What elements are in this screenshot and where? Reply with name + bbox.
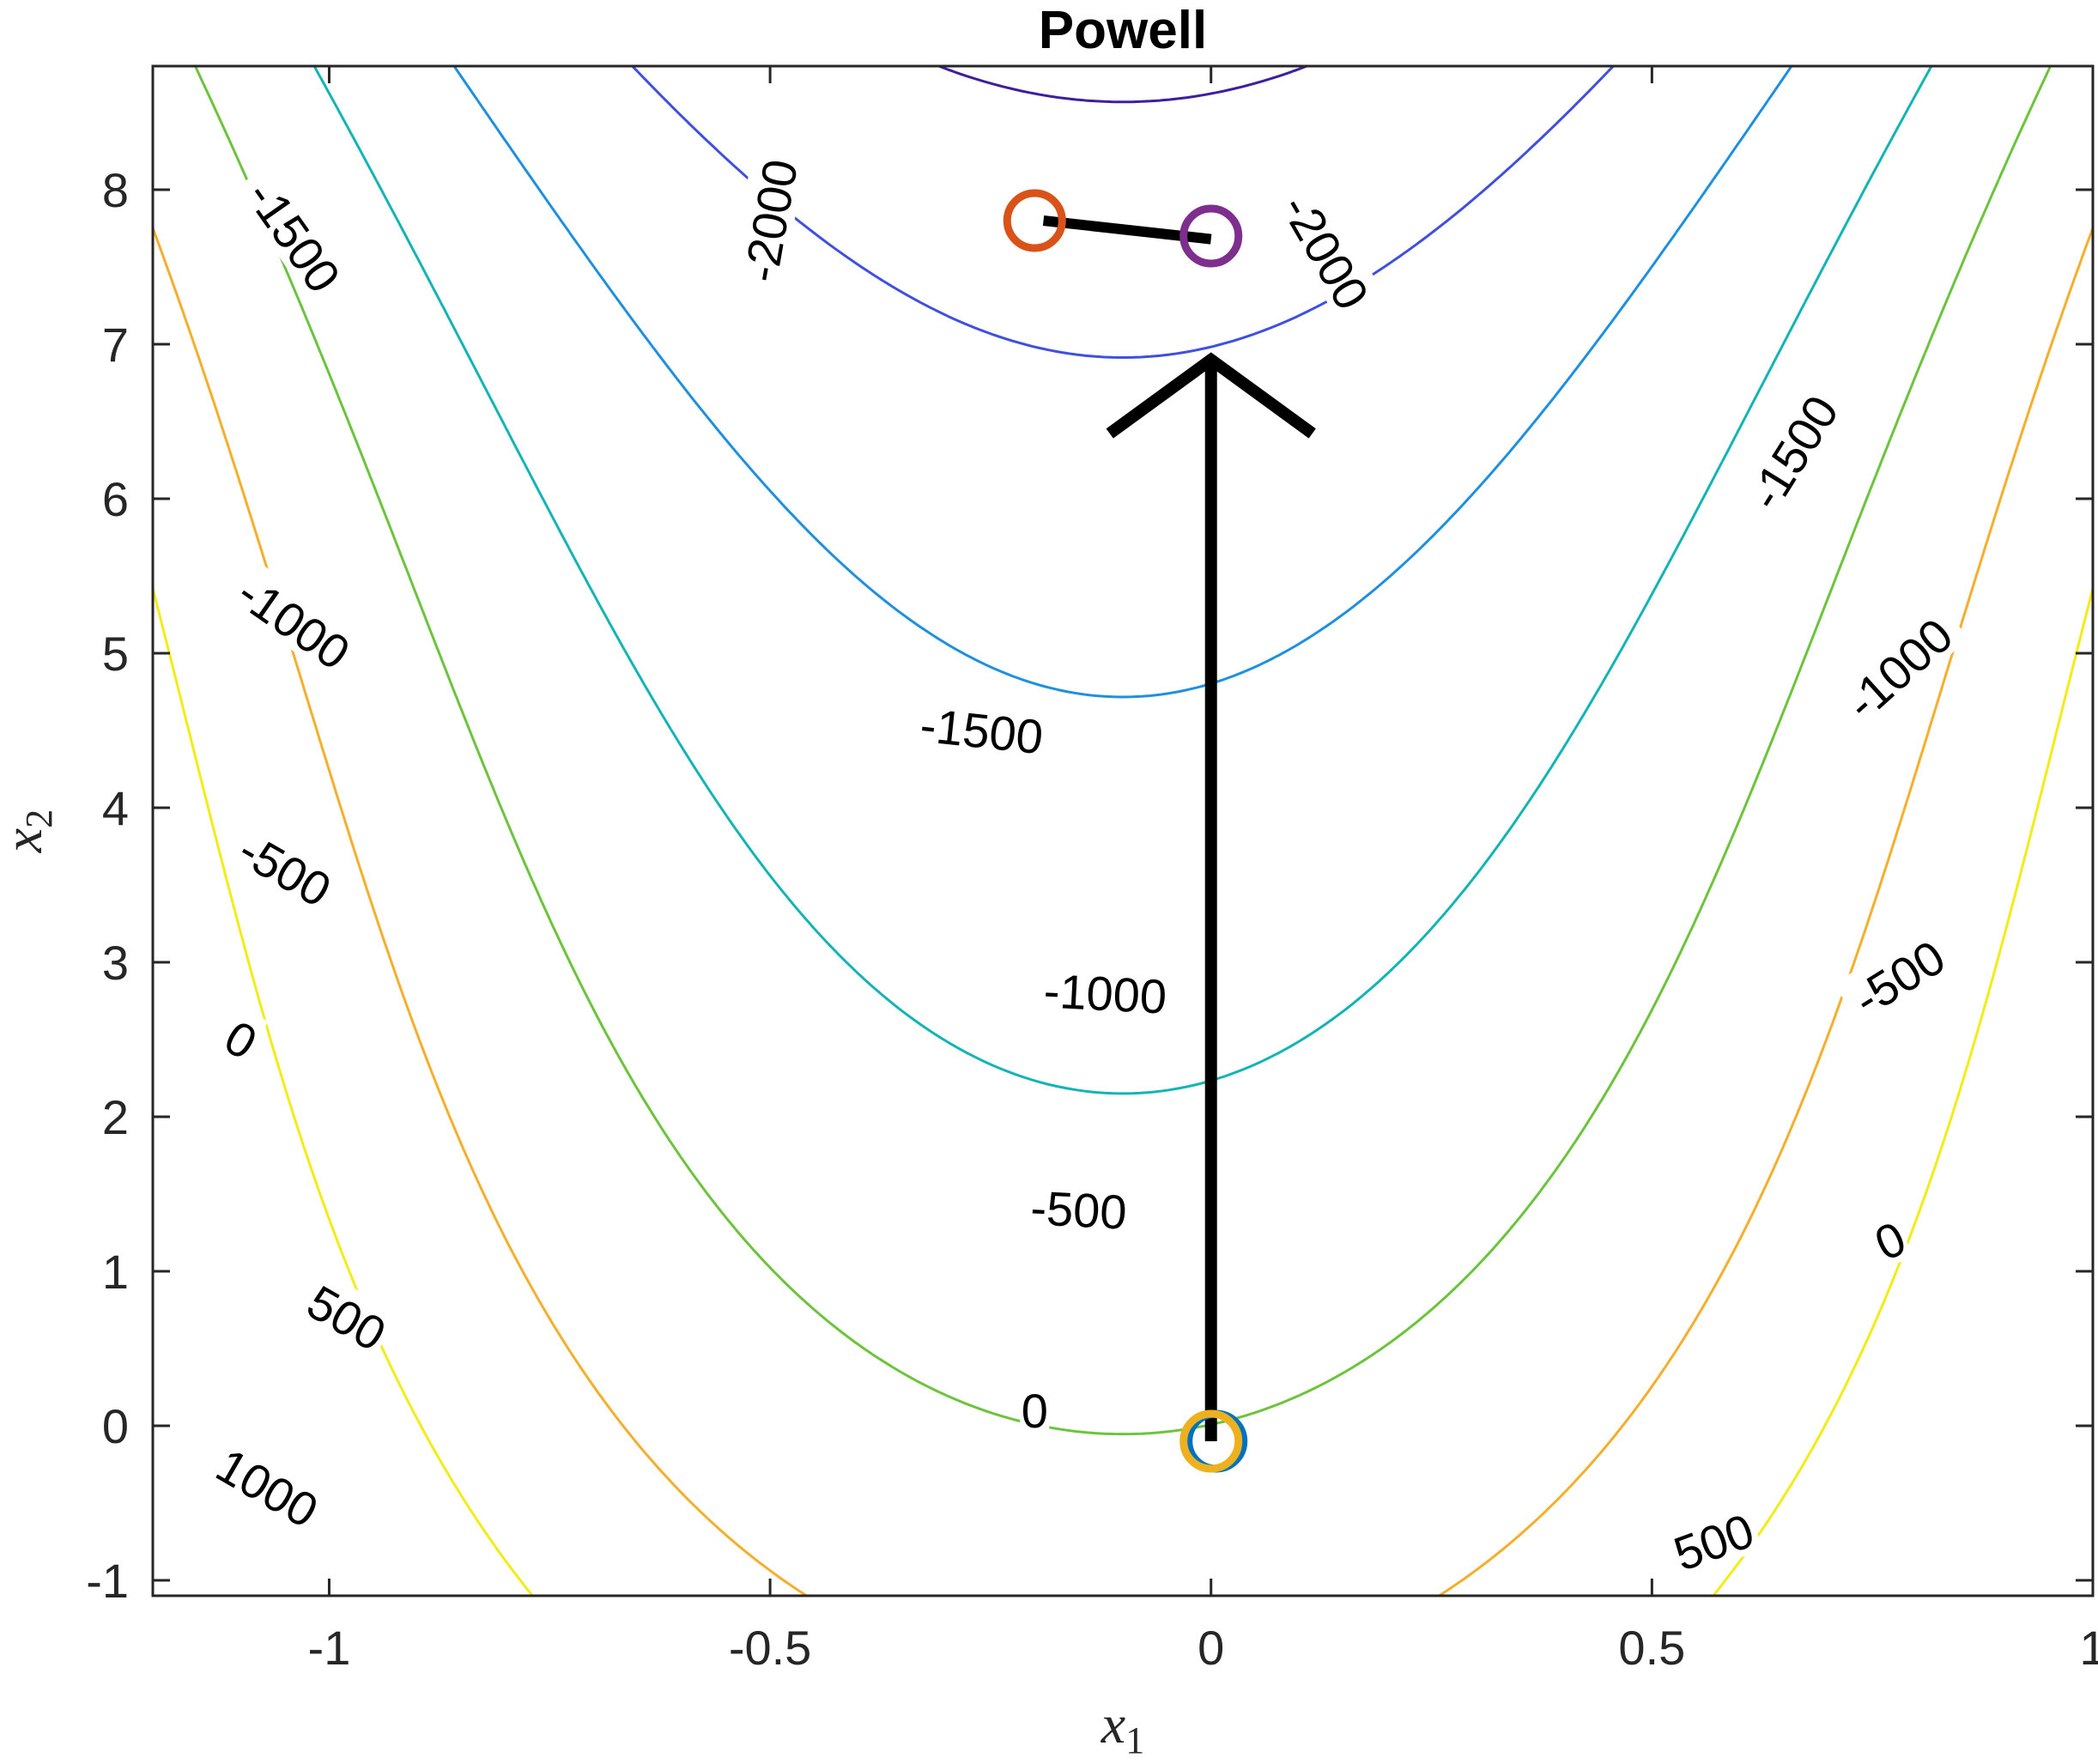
contour-line bbox=[153, 583, 2093, 1596]
chart-title: Powell bbox=[1039, 1, 1207, 60]
contour-lines bbox=[153, 66, 2093, 1596]
contour-label-bg bbox=[1834, 922, 1962, 1029]
y-tick-label: 4 bbox=[102, 781, 129, 835]
x-tick-label: 0.5 bbox=[1618, 1621, 1685, 1675]
contour-label-bg bbox=[1268, 173, 1388, 327]
contour-label-text: -1000 bbox=[1042, 963, 1167, 1023]
x-axis-label-sub: 1 bbox=[1125, 1719, 1144, 1761]
y-tick-label: -1 bbox=[86, 1554, 129, 1608]
contour-label-bg bbox=[1020, 1381, 1050, 1434]
x-tick-label: 0 bbox=[1198, 1621, 1224, 1675]
contour-label-bg bbox=[1031, 960, 1180, 1021]
contour-label-bg bbox=[296, 1270, 400, 1361]
contour-label-bg bbox=[215, 1007, 269, 1068]
y-axis-label-sub: 2 bbox=[18, 809, 60, 828]
contour-label-bg bbox=[1019, 1177, 1139, 1237]
contour-label-text: -1500 bbox=[918, 698, 1046, 765]
y-tick-label: 1 bbox=[102, 1245, 129, 1299]
contour-line bbox=[312, 66, 1933, 1095]
y-tick-label: 5 bbox=[102, 627, 129, 681]
iterate-marker bbox=[1179, 204, 1243, 268]
contour-label-text: 0 bbox=[1022, 1384, 1048, 1438]
y-axis-label: x2 bbox=[0, 809, 60, 853]
y-tick-label: 0 bbox=[102, 1399, 129, 1453]
contour-line bbox=[935, 66, 1311, 104]
plot-frame bbox=[151, 64, 2095, 1597]
y-tick-label: 7 bbox=[102, 318, 129, 372]
x-axis-ticks: -1 -0.5 0 0.5 1 bbox=[308, 66, 2098, 1675]
y-tick-label: 8 bbox=[102, 163, 129, 217]
iterate-marker bbox=[1003, 189, 1066, 252]
iterate-markers bbox=[1003, 189, 1248, 1473]
x-tick-label: 1 bbox=[2079, 1621, 2098, 1675]
y-axis-label-main: x bbox=[0, 828, 53, 853]
contour-label-bg bbox=[1662, 1499, 1763, 1579]
contour-label: -500 bbox=[1019, 1177, 1139, 1240]
contour-label-bg bbox=[232, 159, 361, 310]
contour-label: 0 bbox=[1020, 1381, 1050, 1438]
y-tick-label: 3 bbox=[102, 936, 129, 990]
contour-line bbox=[452, 66, 1793, 699]
iterate-marker bbox=[1179, 1409, 1243, 1473]
contour-label: -1500 bbox=[907, 694, 1058, 765]
contour-label-bg bbox=[1729, 374, 1852, 527]
x-tick-label: -0.5 bbox=[729, 1621, 812, 1675]
contour-label-bg bbox=[907, 694, 1058, 762]
contour-line bbox=[153, 224, 2093, 1596]
x-axis-label-main: x bbox=[1101, 1694, 1125, 1755]
y-tick-label: 2 bbox=[102, 1090, 129, 1144]
contour-label-bg bbox=[1825, 597, 1969, 736]
contour-label-bg bbox=[204, 1433, 333, 1538]
path-arrow-head bbox=[1106, 352, 1316, 439]
x-tick-label: -1 bbox=[308, 1621, 351, 1675]
contour-label: 500 bbox=[1662, 1499, 1763, 1581]
plot-area bbox=[153, 66, 2093, 1596]
contour-label: -1000 bbox=[1031, 960, 1180, 1024]
contour-label-bg bbox=[220, 556, 371, 684]
x-axis-label: x1 bbox=[1101, 1694, 1144, 1761]
contour-label-text: -500 bbox=[1029, 1180, 1128, 1240]
contour-label-bg bbox=[728, 143, 807, 297]
y-tick-label: 6 bbox=[102, 472, 129, 526]
contour-label-bg bbox=[222, 815, 350, 920]
contour-label-bg bbox=[1864, 1208, 1913, 1269]
y-axis-ticks: -1 0 1 2 3 4 5 6 7 8 bbox=[86, 163, 2093, 1608]
